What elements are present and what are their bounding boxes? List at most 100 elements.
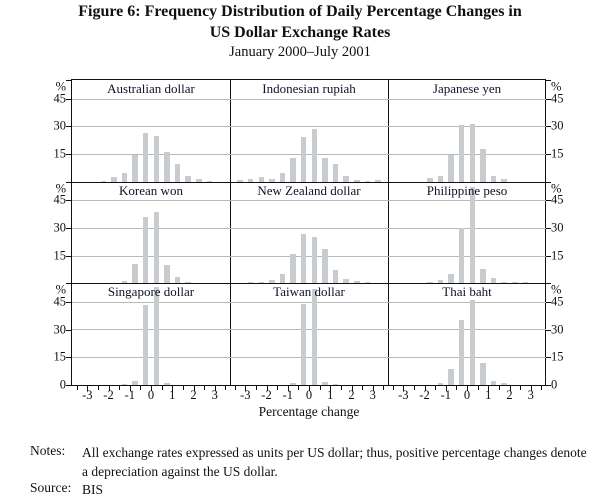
gridline-30 bbox=[72, 126, 230, 128]
panel-korean-won: Korean won bbox=[72, 182, 230, 284]
panel-title: Japanese yen bbox=[432, 81, 502, 96]
panel-singapore-dollar: Singapore dollar bbox=[72, 283, 230, 385]
histogram-bar bbox=[164, 264, 170, 284]
x-axis-tick bbox=[351, 386, 353, 391]
panel-title: Philippine peso bbox=[426, 182, 508, 198]
histogram-bar bbox=[448, 274, 454, 284]
gridline-45 bbox=[388, 200, 546, 202]
histogram-bar bbox=[311, 129, 318, 182]
histogram-bar bbox=[269, 178, 275, 182]
y-axis-tick bbox=[546, 301, 551, 303]
x-axis-tick bbox=[151, 386, 152, 391]
histogram-bar bbox=[469, 299, 476, 385]
x-axis-tick-label: 1 bbox=[485, 388, 492, 402]
panel-philippine-peso: Philippine peso bbox=[388, 182, 546, 284]
histogram-bar bbox=[132, 263, 138, 284]
x-axis-tick bbox=[403, 386, 405, 391]
panel-indonesian-rupiah: Indonesian rupiah bbox=[230, 80, 388, 182]
x-axis-tick bbox=[488, 386, 490, 391]
y-axis-tick bbox=[66, 126, 71, 128]
y-axis-label: % bbox=[55, 282, 66, 297]
histogram-bar bbox=[458, 125, 465, 182]
x-axis-tick bbox=[340, 386, 342, 390]
gridline-15 bbox=[230, 255, 388, 257]
x-axis-tick bbox=[435, 386, 437, 390]
x-axis-tick bbox=[119, 386, 121, 390]
y-axis-label: 30 bbox=[551, 322, 564, 337]
gridline-45 bbox=[230, 200, 388, 202]
histogram-bar bbox=[437, 383, 444, 385]
x-axis-tick-label: 1 bbox=[169, 388, 176, 402]
histogram-bar bbox=[501, 383, 507, 385]
notes-text: All exchange rates expressed as units pe… bbox=[82, 445, 587, 479]
gridline-30 bbox=[230, 227, 388, 229]
y-axis-tick bbox=[66, 80, 71, 81]
x-axis-tick-label: -1 bbox=[124, 388, 136, 402]
histogram-bar bbox=[111, 177, 117, 182]
x-axis-tick bbox=[319, 386, 321, 390]
gridline-45 bbox=[230, 98, 388, 100]
gridline-30 bbox=[72, 227, 230, 229]
x-axis-tick bbox=[97, 386, 99, 390]
histogram-bar bbox=[185, 281, 191, 284]
x-axis-tick-label: -1 bbox=[282, 388, 294, 402]
histogram-bar bbox=[427, 281, 433, 284]
panel-title: Thai baht bbox=[442, 284, 492, 300]
panel-thai-baht: Thai baht bbox=[388, 283, 546, 385]
panel-japanese-yen: Japanese yen bbox=[388, 80, 546, 182]
gridline-15 bbox=[388, 255, 546, 257]
column-divider bbox=[388, 80, 389, 385]
row-divider bbox=[72, 181, 546, 183]
y-axis-label: 45 bbox=[551, 91, 564, 105]
histogram-bar bbox=[142, 132, 149, 182]
y-axis-label: 15 bbox=[551, 146, 564, 161]
y-axis-tick bbox=[546, 181, 551, 183]
x-axis-tick-label: 0 bbox=[305, 388, 313, 402]
y-axis-label: 45 bbox=[551, 294, 564, 309]
y-axis-label: 0 bbox=[59, 377, 66, 392]
x-axis-tick-label: 3 bbox=[527, 388, 534, 402]
y-axis-label: 15 bbox=[551, 349, 564, 364]
histogram-bar bbox=[237, 180, 243, 182]
x-axis-tick bbox=[520, 386, 522, 390]
x-axis-tick-label: -2 bbox=[103, 388, 114, 402]
x-axis-tick bbox=[172, 386, 174, 391]
x-axis-tick bbox=[498, 386, 500, 390]
histogram-bar bbox=[153, 136, 160, 182]
gridline-15 bbox=[230, 153, 388, 155]
x-axis-tick bbox=[277, 386, 279, 390]
histogram-bar bbox=[300, 234, 307, 284]
histogram-bar bbox=[185, 176, 191, 182]
histogram-bar bbox=[332, 383, 339, 385]
x-axis-tick-label: -2 bbox=[261, 388, 272, 402]
histogram-bar bbox=[290, 157, 296, 182]
x-axis-tick bbox=[530, 386, 532, 391]
y-axis-tick bbox=[66, 357, 71, 359]
histogram-bar bbox=[153, 286, 160, 385]
y-axis-tick bbox=[546, 153, 551, 155]
histogram-bar bbox=[332, 270, 339, 284]
y-axis-tick bbox=[546, 255, 551, 257]
gridline-15 bbox=[72, 255, 230, 257]
histogram-bar bbox=[490, 176, 497, 182]
x-axis-tick bbox=[193, 386, 195, 391]
y-axis-label: 45 bbox=[551, 192, 564, 207]
histogram-bar bbox=[247, 281, 254, 284]
x-axis-tick bbox=[161, 386, 163, 390]
x-axis-tick bbox=[108, 386, 110, 391]
x-axis-tick bbox=[225, 386, 227, 390]
y-axis-tick bbox=[66, 283, 71, 285]
y-axis-label: % bbox=[551, 181, 562, 196]
y-axis-label: % bbox=[551, 282, 562, 297]
y-axis-tick bbox=[66, 200, 71, 202]
x-axis-tick-label: -3 bbox=[82, 388, 93, 402]
source-text: BIS bbox=[82, 482, 104, 497]
y-axis-tick bbox=[66, 329, 71, 331]
figure-title-line1: Figure 6: Frequency Distribution of Dail… bbox=[78, 3, 522, 20]
histogram-bar bbox=[290, 383, 296, 385]
gridline-15 bbox=[230, 357, 388, 359]
x-axis-tick-label: 1 bbox=[327, 388, 334, 402]
panel-title: Australian dollar bbox=[107, 81, 195, 96]
x-axis-tick-label: 0 bbox=[463, 388, 471, 402]
x-axis-tick bbox=[255, 386, 257, 390]
